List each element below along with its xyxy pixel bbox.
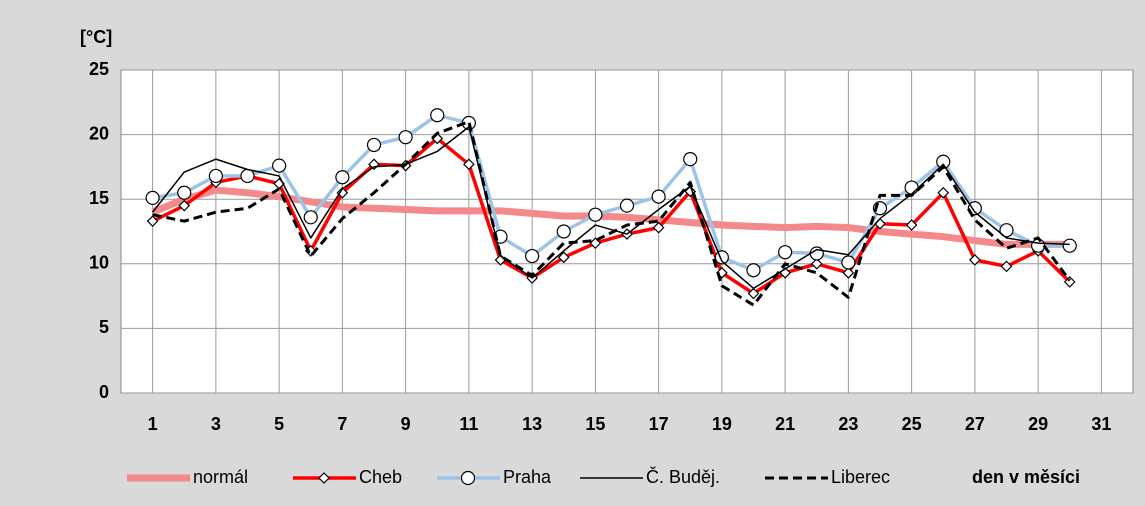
marker — [303, 210, 318, 225]
x-tick-label: 7 — [337, 414, 347, 434]
marker — [525, 248, 540, 264]
x-tick-label: 5 — [274, 414, 284, 434]
marker — [746, 263, 761, 278]
marker — [619, 198, 635, 213]
y-tick-label: 20 — [89, 123, 109, 143]
marker — [146, 215, 159, 228]
marker — [1062, 238, 1077, 253]
marker — [336, 186, 349, 199]
x-tick-label: 23 — [838, 414, 858, 434]
marker — [969, 254, 981, 266]
marker — [1063, 276, 1076, 288]
x-tick-label: 19 — [712, 414, 732, 434]
marker — [177, 185, 192, 200]
marker — [652, 221, 665, 234]
marker — [937, 186, 950, 199]
y-tick-label: 0 — [99, 382, 109, 402]
marker — [366, 137, 382, 153]
x-tick-label: 15 — [585, 414, 605, 434]
marker — [463, 158, 475, 171]
marker — [683, 152, 698, 167]
marker — [318, 472, 330, 484]
x-tick-label: 3 — [211, 414, 221, 434]
series-line — [151, 186, 1070, 248]
marker — [651, 189, 666, 204]
marker — [588, 207, 603, 222]
marker — [747, 287, 760, 300]
x-tick-label: 21 — [775, 414, 795, 434]
legend-label: Cheb — [359, 467, 402, 487]
x-tick-label: 11 — [459, 414, 478, 434]
marker — [430, 108, 445, 123]
x-axis-label: den v měsíci — [972, 467, 1080, 487]
series-line — [152, 120, 1071, 307]
marker — [556, 224, 571, 239]
y-axis-label: [°C] — [80, 27, 112, 47]
marker — [460, 470, 476, 486]
x-tick-label: 13 — [522, 414, 542, 434]
marker — [999, 223, 1014, 238]
y-tick-label: 25 — [89, 59, 109, 79]
marker — [145, 190, 160, 206]
marker — [557, 251, 570, 264]
y-tick-label: 10 — [89, 253, 109, 273]
marker — [1031, 238, 1046, 253]
x-tick-label: 17 — [649, 414, 669, 434]
x-tick-label: 31 — [1091, 414, 1111, 434]
marker — [178, 199, 191, 212]
legend-label: Č. Buděj. — [646, 466, 720, 487]
y-tick-label: 15 — [89, 188, 109, 208]
marker — [842, 266, 855, 279]
legend-label: Liberec — [831, 467, 890, 487]
marker — [810, 257, 823, 270]
marker — [1000, 260, 1013, 273]
x-tick-label: 1 — [148, 414, 158, 434]
marker — [967, 201, 982, 216]
y-tick-label: 5 — [99, 317, 109, 337]
marker — [841, 255, 856, 270]
series-line — [151, 136, 1071, 296]
x-tick-label: 29 — [1028, 414, 1048, 434]
x-tick-label: 27 — [965, 414, 985, 434]
marker — [778, 245, 793, 260]
marker — [208, 168, 223, 184]
legend-label: normál — [193, 467, 248, 487]
marker — [335, 170, 350, 185]
marker — [905, 219, 918, 231]
marker — [240, 168, 255, 184]
x-tick-label: 25 — [902, 414, 922, 434]
legend-label: Praha — [503, 467, 552, 487]
marker — [904, 180, 919, 195]
marker — [272, 158, 287, 173]
marker — [398, 130, 413, 145]
x-tick-label: 9 — [401, 414, 411, 434]
